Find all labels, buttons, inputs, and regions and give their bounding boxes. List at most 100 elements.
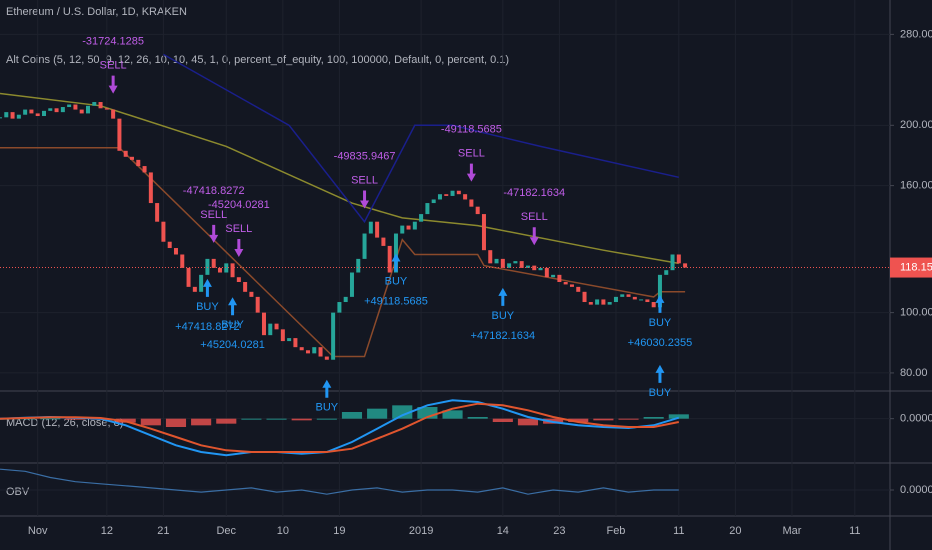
signal-side: SELL: [351, 174, 378, 186]
indicator-line: [163, 53, 679, 224]
x-tick-label: 11: [673, 525, 684, 537]
macd-histogram: [618, 418, 639, 420]
candle: [280, 329, 285, 342]
candle: [161, 221, 166, 242]
candle: [588, 302, 593, 305]
signal-label: -47418.8272: [183, 185, 245, 197]
candle: [463, 194, 468, 200]
macd-histogram: [593, 418, 614, 421]
y-tick-label: 200.00: [900, 119, 932, 131]
signal-side: BUY: [221, 319, 244, 331]
candle: [387, 245, 392, 273]
sell-arrow: [529, 227, 539, 246]
candle: [16, 114, 21, 119]
candle: [481, 214, 486, 251]
indicator-line: [0, 92, 679, 265]
signal-label: -45204.0281: [208, 199, 270, 211]
macd-histogram: [216, 418, 237, 424]
candle: [381, 237, 386, 246]
x-tick-label: 14: [497, 525, 509, 537]
candle: [192, 286, 197, 292]
y-tick-label: 0.0000: [900, 484, 932, 496]
macd-histogram: [442, 410, 463, 419]
candle: [538, 267, 543, 271]
candle: [155, 203, 160, 222]
candle: [676, 254, 681, 264]
candle: [400, 225, 405, 234]
x-tick-label: 23: [553, 525, 565, 537]
candle: [268, 323, 273, 336]
candle: [148, 172, 153, 204]
buy-arrow: [498, 287, 508, 306]
macd-histogram: [266, 418, 287, 420]
indicator-title: Alt Coins (5, 12, 50, 9, 12, 26, 10, 10,…: [6, 54, 509, 66]
candle: [569, 284, 574, 287]
macd-histogram: [65, 418, 86, 420]
candle: [412, 221, 417, 230]
candle: [79, 109, 84, 114]
signal-side: SELL: [200, 209, 227, 221]
candle: [576, 286, 581, 292]
candle: [595, 299, 600, 305]
candle: [683, 263, 688, 268]
candle: [85, 105, 90, 114]
candle: [293, 338, 298, 348]
x-tick-label: Dec: [216, 525, 236, 537]
candle: [469, 199, 474, 207]
candle: [331, 312, 336, 360]
candle: [513, 261, 518, 264]
signal-label: +45204.0281: [200, 339, 265, 351]
candle: [425, 203, 430, 215]
signal-side: BUY: [492, 310, 515, 322]
signal-label: -47182.1634: [503, 187, 565, 199]
x-tick-label: 11: [849, 525, 860, 537]
macd-histogram: [367, 408, 388, 419]
candle: [356, 258, 361, 273]
buy-arrow: [655, 294, 665, 313]
signal-side: BUY: [196, 301, 219, 313]
macd-histogram: [467, 417, 488, 419]
candle: [230, 263, 235, 278]
y-tick-label: 280.00: [900, 28, 932, 40]
x-tick-label: Nov: [28, 525, 48, 537]
candle: [563, 281, 568, 285]
candle: [431, 199, 436, 204]
candle: [211, 258, 216, 268]
last-price-label: 118.15: [900, 261, 932, 273]
candle: [362, 233, 367, 259]
signal-side: BUY: [649, 317, 672, 329]
x-tick-label: Mar: [782, 525, 801, 537]
macd-histogram: [191, 418, 212, 426]
x-tick-label: 12: [101, 525, 113, 537]
candle: [180, 254, 185, 268]
macd-histogram: [643, 417, 664, 419]
candle: [73, 104, 78, 110]
candle: [312, 347, 317, 354]
signal-label: +49118.5685: [364, 295, 428, 307]
candle: [111, 109, 116, 119]
candle: [98, 102, 103, 109]
candle: [620, 294, 625, 297]
candle: [551, 274, 556, 278]
candle: [437, 194, 442, 200]
candle: [419, 214, 424, 222]
candle: [60, 107, 65, 113]
signal-side: SELL: [225, 223, 252, 235]
candle: [129, 156, 134, 160]
candle: [261, 312, 266, 336]
candle: [104, 108, 109, 110]
candle: [607, 302, 612, 305]
signal-label: -49118.5685: [441, 124, 502, 136]
candle: [186, 267, 191, 287]
x-tick-label: 20: [729, 525, 741, 537]
macd-histogram: [392, 405, 413, 419]
macd-histogram: [140, 418, 161, 426]
sell-arrow: [466, 163, 476, 182]
candle: [318, 347, 323, 357]
candle: [456, 190, 461, 195]
chart-title: Ethereum / U.S. Dollar, 1D, KRAKEN: [6, 6, 187, 18]
macd-histogram: [668, 414, 689, 419]
buy-arrow: [228, 297, 238, 316]
